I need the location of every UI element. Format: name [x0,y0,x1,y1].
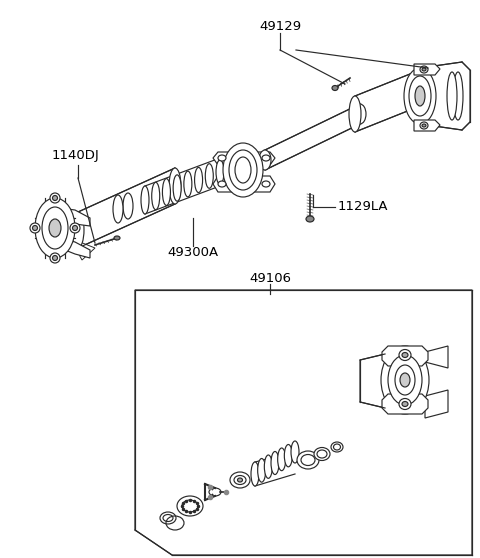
Ellipse shape [52,256,58,261]
Ellipse shape [409,76,431,116]
Ellipse shape [235,157,251,183]
Ellipse shape [349,96,361,132]
Ellipse shape [420,66,428,73]
Ellipse shape [35,198,75,258]
Ellipse shape [52,195,58,200]
Polygon shape [382,346,428,366]
Ellipse shape [141,186,149,214]
Ellipse shape [173,175,181,201]
Ellipse shape [354,104,366,124]
Ellipse shape [262,181,270,187]
Ellipse shape [184,171,192,197]
Ellipse shape [332,85,338,90]
Ellipse shape [262,155,270,161]
Ellipse shape [72,225,77,230]
Ellipse shape [229,150,257,190]
Ellipse shape [182,500,198,512]
Ellipse shape [123,193,133,219]
Ellipse shape [113,195,123,223]
Ellipse shape [50,193,60,203]
Polygon shape [60,208,90,226]
Ellipse shape [422,124,426,127]
Ellipse shape [194,167,203,193]
Ellipse shape [395,365,415,395]
Ellipse shape [404,68,436,124]
Polygon shape [414,120,440,131]
Ellipse shape [218,155,226,161]
Ellipse shape [399,349,411,360]
Polygon shape [414,64,440,75]
Ellipse shape [388,355,422,405]
Polygon shape [355,70,420,132]
Ellipse shape [259,150,271,170]
Ellipse shape [317,450,327,458]
Ellipse shape [297,451,319,469]
Text: 49106: 49106 [249,272,291,285]
Polygon shape [425,346,448,368]
Ellipse shape [306,216,314,222]
Polygon shape [425,390,448,418]
Ellipse shape [301,455,315,465]
Ellipse shape [402,353,408,358]
Ellipse shape [33,225,37,230]
Polygon shape [420,62,470,130]
Ellipse shape [291,441,299,463]
Ellipse shape [420,122,428,129]
Ellipse shape [169,168,181,204]
Text: 1129LA: 1129LA [338,200,388,214]
Ellipse shape [70,223,80,233]
Polygon shape [382,394,428,414]
Ellipse shape [234,475,246,484]
Ellipse shape [223,143,263,197]
Ellipse shape [402,402,408,406]
Polygon shape [135,290,472,555]
Ellipse shape [284,445,292,467]
Ellipse shape [42,207,68,249]
Polygon shape [265,104,360,170]
Ellipse shape [205,163,213,188]
Ellipse shape [114,236,120,240]
Polygon shape [70,238,95,260]
Text: 1140DJ: 1140DJ [52,148,100,161]
Ellipse shape [162,179,170,205]
Ellipse shape [453,72,463,120]
Ellipse shape [400,373,410,387]
Ellipse shape [238,478,242,482]
Ellipse shape [72,212,84,248]
Ellipse shape [163,514,173,522]
Ellipse shape [264,455,272,478]
Ellipse shape [447,72,457,120]
Ellipse shape [49,219,61,237]
Ellipse shape [415,86,425,106]
Ellipse shape [422,68,426,71]
Polygon shape [213,176,275,192]
Ellipse shape [381,346,429,414]
Ellipse shape [271,451,279,474]
Ellipse shape [218,181,226,187]
Polygon shape [60,238,90,258]
Polygon shape [360,354,385,408]
Ellipse shape [50,253,60,263]
Ellipse shape [413,70,427,106]
Polygon shape [213,152,275,165]
Ellipse shape [152,182,160,210]
Ellipse shape [251,462,259,486]
Text: 49129: 49129 [259,20,301,32]
Ellipse shape [230,472,250,488]
Ellipse shape [30,223,40,233]
Text: 49300A: 49300A [168,246,218,258]
Ellipse shape [177,496,203,516]
Ellipse shape [399,398,411,410]
Polygon shape [78,168,175,248]
Ellipse shape [258,459,265,482]
Ellipse shape [216,160,224,184]
Ellipse shape [277,448,286,470]
Ellipse shape [334,444,340,450]
Ellipse shape [314,448,330,460]
Ellipse shape [209,488,221,496]
